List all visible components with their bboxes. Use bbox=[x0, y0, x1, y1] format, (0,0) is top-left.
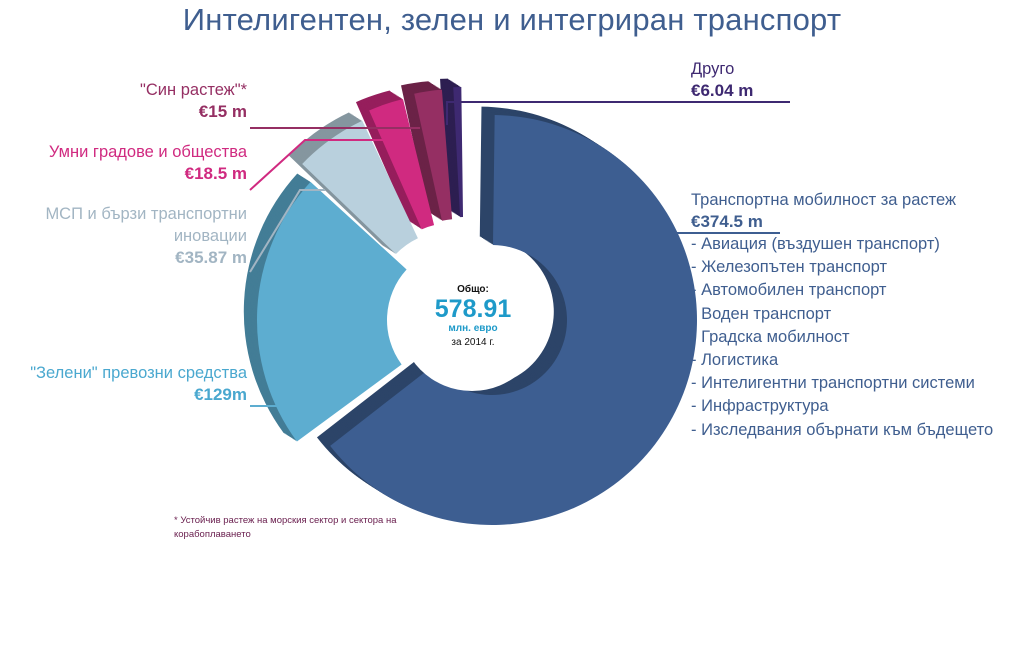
transport-subitem: Автомобилен транспорт bbox=[691, 279, 993, 302]
label-other-value: €6.04 m bbox=[691, 81, 754, 100]
transport-subitem: Железопътен транспорт bbox=[691, 256, 993, 279]
slice-3 bbox=[369, 98, 435, 230]
slice-4 bbox=[414, 89, 453, 221]
transport-subitem: Градска мобилност bbox=[691, 326, 993, 349]
slice-0 bbox=[330, 115, 698, 526]
slice-2 bbox=[302, 120, 418, 255]
label-sme: МСП и бързи транспортни иновации €35.87 … bbox=[20, 203, 247, 269]
donut-hole bbox=[399, 245, 545, 391]
label-blue-growth-name: "Син растеж"* bbox=[140, 81, 247, 99]
leader-line bbox=[249, 189, 325, 273]
label-green-vehicles: "Зелени" превозни средства €129m bbox=[0, 362, 247, 406]
leader-line bbox=[249, 139, 385, 191]
transport-subitems-list: Авиация (въздушен транспорт)Железопътен … bbox=[691, 233, 993, 442]
slice-1 bbox=[256, 181, 407, 442]
label-sme-value: €35.87 m bbox=[175, 248, 247, 267]
center-total-unit: млн. евро bbox=[448, 323, 498, 334]
transport-subitem: Интелигентни транспортни системи bbox=[691, 372, 993, 395]
label-blue-growth-value: €15 m bbox=[198, 102, 247, 121]
label-smart-cities-value: €18.5 m bbox=[184, 164, 247, 183]
center-total-year: за 2014 г. bbox=[451, 337, 495, 348]
label-other: Друго €6.04 m bbox=[691, 58, 753, 102]
label-green-vehicles-name: "Зелени" превозни средства bbox=[30, 364, 247, 382]
chart-title: Интелигентен, зелен и интегриран транспо… bbox=[182, 2, 842, 37]
label-transport-value: €374.5 m bbox=[691, 212, 763, 231]
label-transport-name: Транспортна мобилност за растеж bbox=[691, 191, 957, 209]
center-total: Общо: 578.91 млн. евро за 2014 г. bbox=[420, 284, 526, 348]
slice-5 bbox=[453, 87, 464, 218]
label-smart-cities-name: Умни градове и общества bbox=[48, 143, 247, 161]
transport-subitem: Воден транспорт bbox=[691, 303, 993, 326]
label-blue-growth: "Син растеж"* €15 m bbox=[90, 79, 247, 123]
label-transport: Транспортна мобилност за растеж €374.5 m… bbox=[691, 189, 993, 442]
transport-subitem: Изследвания обърнати към бъдещето bbox=[691, 419, 993, 442]
label-other-name: Друго bbox=[691, 60, 735, 78]
transport-subitem: Логистика bbox=[691, 349, 993, 372]
label-smart-cities: Умни градове и общества €18.5 m bbox=[20, 141, 247, 185]
label-sme-name: МСП и бързи транспортни иновации bbox=[45, 205, 247, 245]
label-green-vehicles-value: €129m bbox=[194, 385, 247, 404]
transport-subitem: Авиация (въздушен транспорт) bbox=[691, 233, 993, 256]
footnote: * Устойчив растеж на морския сектор и се… bbox=[174, 515, 397, 540]
donut-slices bbox=[256, 87, 698, 526]
leader-line bbox=[446, 101, 790, 125]
center-total-value: 578.91 bbox=[434, 295, 512, 323]
center-total-label: Общо: bbox=[457, 284, 489, 295]
transport-subitem: Инфраструктура bbox=[691, 395, 993, 418]
